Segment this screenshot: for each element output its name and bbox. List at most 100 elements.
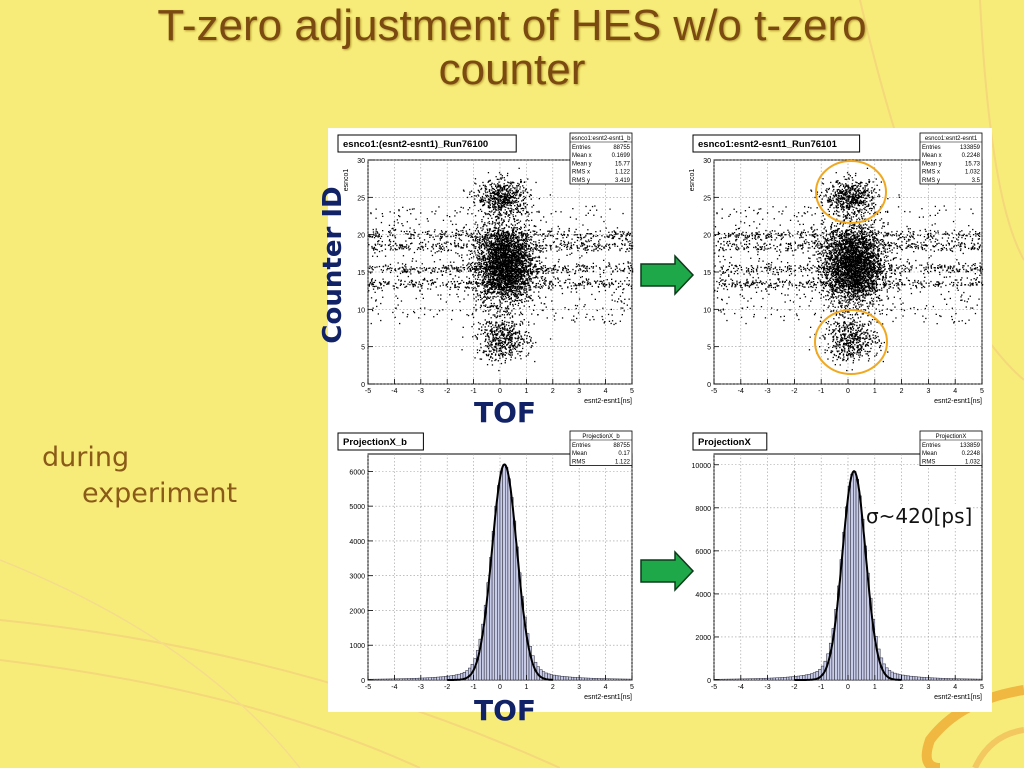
scatter-point xyxy=(524,244,526,247)
scatter-point xyxy=(622,212,624,215)
scatter-point xyxy=(482,184,485,186)
scatter-point xyxy=(520,239,522,241)
scatter-point xyxy=(522,251,525,253)
scatter-point xyxy=(523,238,525,241)
scatter-point xyxy=(455,246,457,248)
scatter-point xyxy=(500,274,502,276)
scatter-point xyxy=(502,263,505,265)
scatter-point xyxy=(537,256,539,259)
scatter-point xyxy=(401,244,404,247)
scatter-point xyxy=(460,282,462,284)
scatter-point xyxy=(511,240,513,243)
scatter-point xyxy=(540,285,543,288)
scatter-point xyxy=(500,284,502,286)
scatter-point xyxy=(494,208,496,210)
scatter-point xyxy=(533,309,535,311)
scatter-point xyxy=(404,271,406,273)
scatter-point xyxy=(467,213,469,215)
scatter-point xyxy=(478,258,480,260)
scatter-point xyxy=(507,207,509,209)
scatter-point xyxy=(483,241,486,243)
scatter-point xyxy=(484,289,486,291)
scatter-point xyxy=(544,237,546,240)
scatter-point xyxy=(432,243,434,246)
scatter-point xyxy=(510,240,513,242)
scatter-point xyxy=(578,298,581,300)
scatter-point xyxy=(497,267,499,269)
scatter-point xyxy=(512,187,514,189)
scatter-point xyxy=(520,263,523,266)
scatter-point xyxy=(495,254,497,256)
scatter-point xyxy=(591,285,593,287)
scatter-point xyxy=(502,261,504,264)
scatter-point xyxy=(567,241,570,243)
scatter-point xyxy=(501,249,503,251)
scatter-point xyxy=(513,255,515,257)
scatter-point xyxy=(619,248,621,250)
scatter-point xyxy=(445,267,447,269)
scatter-point xyxy=(522,279,524,281)
scatter-point xyxy=(490,243,493,245)
scatter-point xyxy=(506,279,508,281)
scatter-point xyxy=(537,282,539,285)
scatter-point xyxy=(442,284,444,286)
scatter-point xyxy=(477,262,479,264)
scatter-point xyxy=(514,261,516,263)
scatter-point xyxy=(438,206,440,208)
scatter-point xyxy=(477,295,479,297)
scatter-point xyxy=(531,258,534,260)
scatter-point xyxy=(493,238,496,240)
scatter-point xyxy=(513,232,515,234)
scatter-point xyxy=(421,267,423,270)
scatter-point xyxy=(530,278,532,280)
scatter-point xyxy=(396,275,399,277)
scatter-point xyxy=(519,249,521,251)
scatter-point xyxy=(507,248,509,251)
scatter-point xyxy=(501,272,504,274)
scatter-point xyxy=(483,272,485,274)
scatter-point xyxy=(478,253,481,255)
scatter-point xyxy=(498,240,501,243)
scatter-point xyxy=(411,283,414,285)
scatter-point xyxy=(430,272,433,274)
scatter-point xyxy=(498,262,500,265)
scatter-point xyxy=(526,232,528,235)
scatter-point xyxy=(522,264,524,266)
scatter-point xyxy=(413,310,415,313)
scatter-point xyxy=(502,268,504,270)
scatter-point xyxy=(519,287,522,289)
scatter-point xyxy=(528,287,530,289)
scatter-point xyxy=(410,237,412,240)
scatter-point xyxy=(388,231,390,234)
scatter-point xyxy=(477,259,479,261)
scatter-point xyxy=(533,225,535,227)
scatter-point xyxy=(506,266,508,268)
scatter-point xyxy=(540,250,543,252)
scatter-point xyxy=(512,281,514,284)
scatter-point xyxy=(567,265,569,267)
scatter-point xyxy=(405,270,407,272)
scatter-point xyxy=(483,290,485,292)
scatter-point xyxy=(517,253,519,255)
scatter-point xyxy=(589,282,591,284)
scatter-point xyxy=(414,268,416,271)
scatter-point xyxy=(584,270,587,273)
scatter-point xyxy=(541,277,543,280)
scatter-point xyxy=(515,289,518,291)
scatter-point xyxy=(504,275,506,278)
scatter-point xyxy=(378,235,380,237)
scatter-point xyxy=(495,255,497,257)
scatter-point xyxy=(457,253,459,255)
scatter-point xyxy=(480,292,482,294)
scatter-point xyxy=(497,263,499,265)
scatter-point xyxy=(596,309,598,312)
scatter-point xyxy=(493,291,496,293)
scatter-point xyxy=(509,234,511,236)
scatter-point xyxy=(490,288,492,290)
scatter-point xyxy=(513,286,515,288)
scatter-point xyxy=(479,185,481,187)
scatter-point xyxy=(504,278,506,280)
scatter-point xyxy=(499,287,501,289)
scatter-point xyxy=(590,237,592,239)
scatter-point xyxy=(514,286,517,288)
